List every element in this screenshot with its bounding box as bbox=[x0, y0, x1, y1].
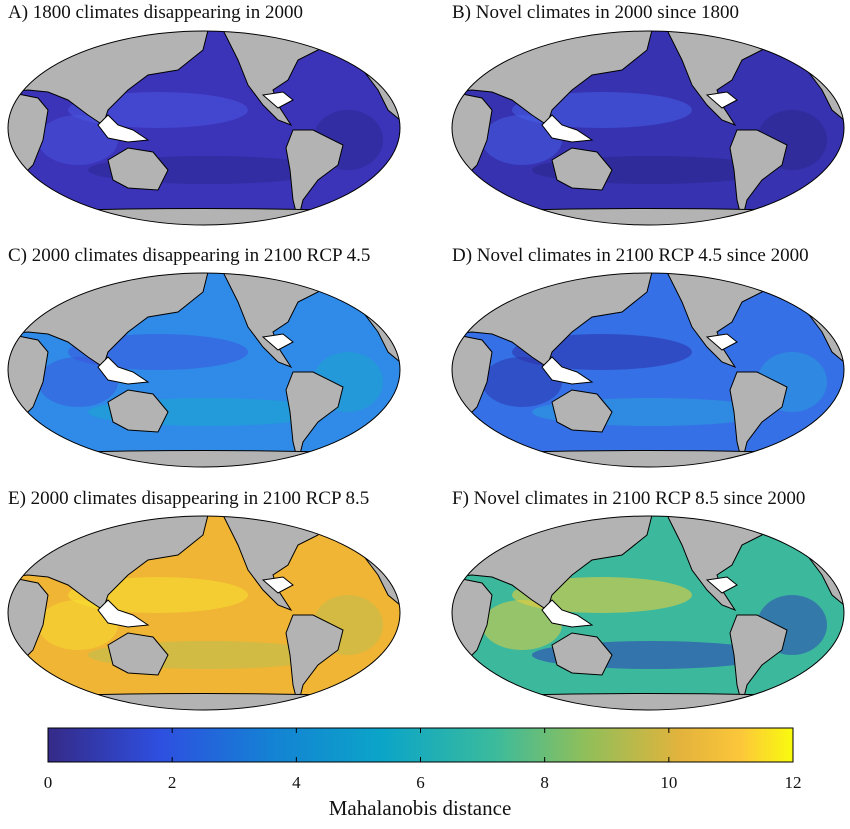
colorbar-tick-label: 6 bbox=[416, 773, 425, 792]
colorbar-tick-label: 2 bbox=[168, 773, 177, 792]
panel-title: F) Novel climates in 2100 RCP 8.5 since … bbox=[452, 488, 805, 509]
colorbar bbox=[47, 727, 794, 763]
panel-title: A) 1800 climates disappearing in 2000 bbox=[8, 2, 303, 23]
colorbar-tick-label: 0 bbox=[44, 773, 53, 792]
panel-title: C) 2000 climates disappearing in 2100 RC… bbox=[8, 245, 370, 266]
map-c bbox=[8, 272, 400, 468]
panel-title: B) Novel climates in 2000 since 1800 bbox=[452, 2, 739, 23]
map-a bbox=[8, 30, 400, 226]
colorbar-label: Mahalanobis distance bbox=[329, 796, 512, 820]
map-e bbox=[8, 515, 400, 711]
colorbar-tick-label: 12 bbox=[785, 773, 802, 792]
map-d bbox=[452, 272, 844, 468]
colorbar-tick-label: 4 bbox=[292, 773, 301, 792]
colorbar-tick-label: 10 bbox=[660, 773, 677, 792]
colorbar-tick-label: 8 bbox=[540, 773, 549, 792]
panel-title: E) 2000 climates disappearing in 2100 RC… bbox=[8, 488, 369, 509]
panel-title: D) Novel climates in 2100 RCP 4.5 since … bbox=[452, 245, 809, 266]
map-f bbox=[452, 515, 844, 711]
map-b bbox=[452, 30, 844, 226]
